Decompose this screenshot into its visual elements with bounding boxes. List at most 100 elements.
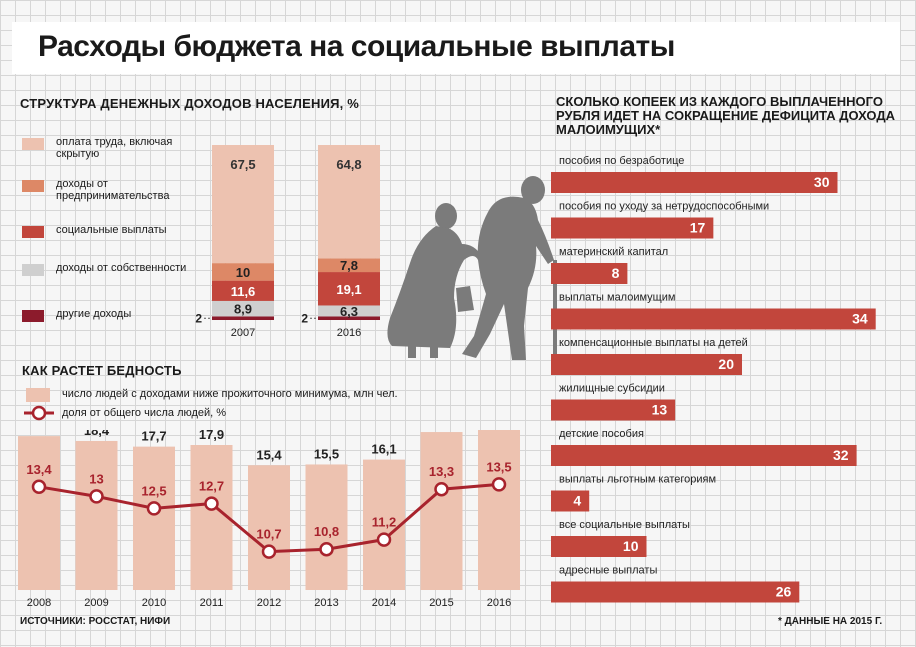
stack-label: 11,6 — [231, 284, 256, 299]
legend-label-3: доходы от собственности — [56, 262, 187, 274]
kopecks-bar — [551, 581, 800, 603]
source-note: ИСТОЧНИКИ: РОССТАТ, НИФИ — [20, 616, 171, 627]
poverty-share-label: 12,5 — [141, 483, 166, 498]
stack-segment — [212, 280, 274, 301]
poverty-share-label: 13,4 — [26, 462, 52, 477]
stack-label-other: 2 — [301, 311, 308, 325]
legend-swatch-poverty-share — [24, 405, 54, 421]
stack-segment — [318, 305, 380, 317]
footnote: * ДАННЫЕ НА 2015 Г. — [778, 616, 883, 627]
x-tick-label: 2012 — [257, 597, 281, 609]
poverty-bar — [248, 465, 290, 590]
poverty-share-point — [434, 481, 449, 497]
poverty-share-point — [261, 544, 277, 559]
x-tick-label: 2010 — [142, 597, 166, 609]
poverty-share-point — [204, 496, 219, 511]
income-structure-title: СТРУКТУРА ДЕНЕЖНЫХ ДОХОДОВ НАСЕЛЕНИЯ, % — [20, 96, 360, 111]
x-tick-label: 2008 — [27, 597, 51, 609]
kopecks-bar-label: 34 — [852, 311, 868, 327]
kopecks-category-label: пособия по безработице — [559, 155, 684, 167]
poverty-bar-label: 15,5 — [314, 446, 339, 461]
stack-segment — [318, 258, 380, 273]
kopecks-category-label: компенсационные выплаты на детей — [559, 337, 748, 349]
x-tick-label: 2014 — [372, 597, 396, 609]
kopecks-bar-label: 30 — [814, 174, 830, 190]
kopecks-bar-label: 20 — [718, 356, 734, 372]
poverty-share-label: 13,3 — [429, 464, 454, 479]
legend-swatch-0 — [22, 138, 44, 150]
legend-swatch-poverty-count — [26, 388, 50, 402]
poverty-title: КАК РАСТЕТ БЕДНОСТЬ — [22, 363, 182, 378]
poverty-share-label: 13,5 — [486, 459, 511, 474]
stack-label-other: 2 — [195, 311, 202, 325]
legend-swatch-1 — [22, 180, 44, 192]
legend-label-2: социальные выплаты — [56, 224, 167, 236]
stack-label: 6,3 — [340, 304, 358, 319]
poverty-share-point — [376, 532, 392, 547]
poverty-share-label: 13 — [89, 471, 103, 486]
legend-label-0: оплата труда, включая скрытую — [56, 136, 173, 160]
poverty-share-label: 10,8 — [314, 524, 339, 539]
stack-label: 7,8 — [340, 258, 358, 273]
legend-swatch-4 — [22, 310, 44, 322]
poverty-bar — [133, 446, 175, 590]
stack-segment — [212, 300, 274, 317]
poverty-share-point — [491, 477, 507, 492]
x-tick-label: 2011 — [200, 597, 224, 609]
kopecks-bar — [551, 490, 590, 512]
poverty-share-point — [146, 501, 162, 516]
legend-label-poverty-share: доля от общего числа людей, % — [62, 407, 227, 419]
poverty-share-label: 10,7 — [256, 527, 281, 542]
kopecks-category-label: все социальные выплаты — [559, 519, 690, 531]
poverty-share-label: 11,2 — [372, 515, 397, 530]
kopecks-bar-label: 13 — [652, 402, 668, 418]
legend-swatch-3 — [22, 264, 44, 276]
poverty-bar-label: 17,9 — [199, 430, 224, 442]
poverty-bar — [478, 430, 520, 590]
x-tick-label: 2016 — [337, 327, 361, 339]
kopecks-bar — [551, 308, 876, 330]
x-tick-label: 2007 — [231, 327, 255, 339]
poverty-share-point — [89, 489, 104, 504]
poverty-bar — [420, 432, 463, 590]
kopecks-bar — [551, 263, 628, 284]
kopecks-bar-label: 10 — [623, 538, 639, 554]
kopecks-bar — [551, 445, 857, 466]
poverty-bar-label: 16,1 — [371, 442, 396, 457]
kopecks-category-label: детские пособия — [559, 428, 644, 440]
poverty-bar-label: 17,7 — [141, 430, 166, 444]
stack-label: 67,5 — [230, 157, 255, 172]
kopecks-bar-label: 17 — [690, 220, 706, 236]
kopecks-bar-label: 32 — [833, 447, 849, 463]
stack-segment — [212, 145, 274, 264]
poverty-chart: 19 2008 18,4 2009 17,7 2010 17,9 2011 15,4 2012 15… — [18, 430, 520, 609]
legend-label-poverty-count: число людей с доходами ниже прожиточного… — [62, 388, 398, 400]
poverty-bar-label: 15,4 — [256, 447, 282, 462]
x-tick-label: 2013 — [314, 597, 338, 609]
page-title: Расходы бюджета на социальные выплаты — [38, 30, 675, 63]
kopecks-bar-label: 26 — [776, 584, 792, 600]
kopecks-bar — [551, 399, 676, 421]
stack-segment — [318, 272, 380, 306]
stack-label: 10 — [236, 265, 250, 280]
elderly-couple-illustration — [387, 176, 557, 364]
poverty-bar — [190, 445, 233, 590]
stack-label: 64,8 — [336, 157, 361, 172]
kopecks-title: СКОЛЬКО КОПЕЕК ИЗ КАЖДОГО ВЫПЛАЧЕННОГО Р… — [556, 94, 895, 137]
kopecks-bar — [551, 536, 647, 557]
kopecks-bar-label: 8 — [612, 265, 620, 281]
kopecks-bar-label: 4 — [573, 493, 581, 509]
x-tick-label: 2016 — [487, 597, 511, 609]
kopecks-category-label: адресные выплаты — [559, 565, 657, 577]
poverty-bar-label: 19 — [32, 430, 46, 433]
kopecks-category-label: материнский капитал — [559, 246, 668, 258]
stack-label: 19,1 — [336, 282, 361, 297]
legend-label-1: доходы от предпринимательства — [56, 178, 170, 202]
stack-segment — [212, 316, 274, 320]
legend-label-4: другие доходы — [56, 308, 132, 320]
x-tick-label: 2009 — [84, 597, 108, 609]
legend-swatch-2 — [22, 226, 44, 238]
kopecks-chart: пособия по безработице 30 пособия по уходу… — [551, 155, 876, 603]
poverty-bar — [305, 464, 348, 590]
poverty-share-label: 12,7 — [199, 479, 224, 494]
